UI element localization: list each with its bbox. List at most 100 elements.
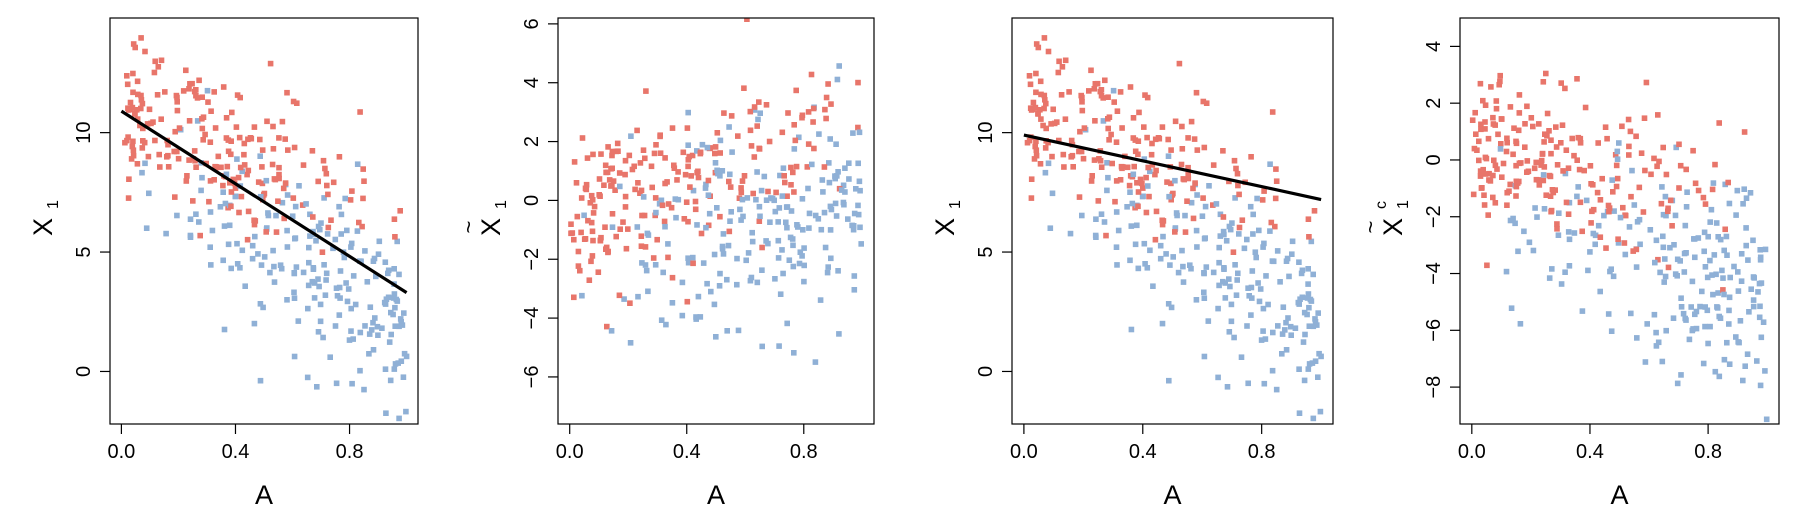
data-point-blue	[1642, 359, 1649, 365]
data-point-blue	[1738, 278, 1745, 284]
data-point-blue	[694, 148, 700, 154]
data-point-red	[1062, 57, 1069, 64]
data-point-blue	[1224, 384, 1231, 390]
data-point-red	[1533, 159, 1539, 166]
x-tick-label: 0.8	[336, 441, 364, 463]
data-point-red	[251, 217, 257, 224]
data-point-red	[1622, 212, 1628, 218]
data-point-red	[1165, 136, 1171, 143]
data-point-red	[1722, 226, 1728, 233]
data-point-blue	[1144, 265, 1151, 271]
data-point-blue	[608, 328, 615, 334]
data-point-red	[1498, 141, 1504, 147]
data-point-red	[1485, 212, 1491, 218]
data-point-red	[810, 119, 816, 125]
data-point-red	[1030, 99, 1037, 106]
data-point-blue	[1115, 227, 1122, 234]
data-point-red	[282, 180, 289, 186]
data-point-blue	[338, 231, 344, 237]
data-point-blue	[267, 269, 273, 276]
data-point-red	[717, 213, 723, 220]
data-point-red	[245, 208, 252, 215]
data-point-blue	[621, 296, 627, 302]
data-point-red	[1553, 144, 1560, 150]
data-point-red	[759, 244, 765, 251]
data-point-red	[1117, 177, 1124, 183]
data-point-red	[1027, 81, 1034, 88]
data-point-blue	[835, 268, 841, 274]
scatter-points	[1469, 70, 1770, 423]
data-point-red	[1554, 162, 1561, 168]
data-point-red	[741, 173, 748, 179]
data-point-red	[1026, 137, 1033, 144]
data-point-red	[1492, 122, 1498, 128]
data-point-red	[1577, 140, 1584, 146]
data-point-red	[1028, 107, 1035, 113]
data-point-blue	[1534, 214, 1540, 220]
data-point-blue	[1220, 228, 1227, 235]
x-tick-label: 0.4	[1129, 441, 1157, 463]
data-point-blue	[1238, 354, 1245, 360]
data-point-blue	[293, 264, 300, 270]
data-point-red	[590, 151, 596, 158]
data-point-red	[1037, 161, 1044, 167]
data-point-blue	[1202, 203, 1209, 210]
data-point-blue	[1583, 197, 1590, 204]
data-point-red	[1142, 92, 1148, 98]
data-point-red	[792, 137, 799, 144]
data-point-red	[1513, 162, 1519, 169]
data-point-blue	[1316, 350, 1322, 357]
data-point-blue	[1704, 307, 1711, 314]
y-tick-label: 0	[1423, 154, 1445, 165]
data-point-red	[144, 121, 151, 127]
data-point-blue	[1142, 261, 1148, 267]
data-point-blue	[1223, 238, 1230, 244]
data-point-blue	[220, 257, 226, 264]
data-point-red	[738, 185, 744, 191]
data-point-red	[721, 110, 727, 116]
data-point-blue	[1754, 358, 1760, 364]
data-point-red	[320, 157, 327, 164]
data-point-blue	[690, 187, 697, 194]
data-point-blue	[753, 196, 759, 203]
data-point-red	[269, 161, 276, 168]
data-point-red	[1569, 135, 1575, 142]
data-point-red	[134, 116, 141, 122]
data-point-blue	[729, 149, 735, 155]
data-point-blue	[1128, 223, 1135, 229]
data-point-red	[1230, 249, 1237, 255]
data-point-red	[1105, 125, 1111, 132]
data-point-blue	[1660, 244, 1667, 251]
data-point-red	[1152, 236, 1159, 243]
data-point-blue	[1285, 315, 1291, 321]
data-point-red	[1677, 162, 1684, 169]
data-point-blue	[357, 329, 364, 336]
data-point-red	[604, 323, 610, 330]
data-point-blue	[704, 280, 710, 287]
data-point-blue	[720, 231, 727, 237]
data-point-blue	[1201, 295, 1208, 301]
data-point-blue	[1628, 310, 1634, 317]
data-point-blue	[685, 142, 691, 148]
data-point-red	[191, 148, 198, 154]
data-point-red	[591, 203, 598, 210]
data-point-red	[596, 192, 602, 198]
data-point-blue	[1566, 236, 1573, 243]
data-point-blue	[728, 209, 734, 215]
data-point-red	[1595, 140, 1601, 146]
data-point-red	[267, 60, 274, 67]
data-point-red	[582, 185, 589, 192]
data-point-blue	[1298, 270, 1305, 277]
data-point-blue	[317, 226, 323, 233]
y-tick-label: −4	[521, 307, 543, 330]
data-point-red	[1143, 174, 1149, 181]
data-point-red	[1041, 35, 1048, 41]
data-point-blue	[669, 300, 676, 306]
data-point-blue	[1267, 161, 1273, 167]
data-point-blue	[234, 156, 240, 162]
data-point-blue	[855, 202, 861, 209]
data-point-red	[1091, 157, 1098, 163]
data-point-red	[1562, 85, 1568, 92]
data-point-red	[638, 187, 645, 194]
data-point-blue	[1611, 208, 1617, 214]
